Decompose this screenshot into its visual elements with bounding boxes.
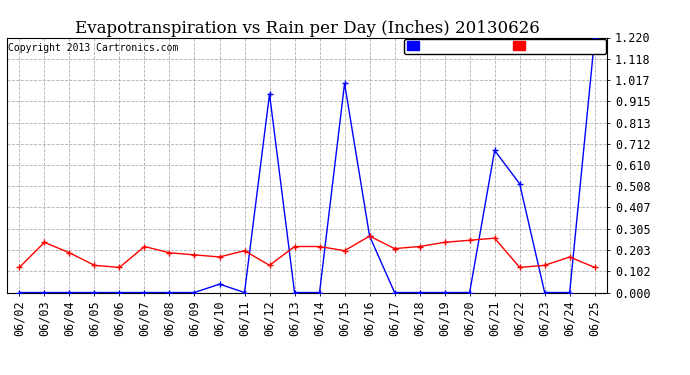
Text: Copyright 2013 Cartronics.com: Copyright 2013 Cartronics.com [8,43,179,52]
Title: Evapotranspiration vs Rain per Day (Inches) 20130626: Evapotranspiration vs Rain per Day (Inch… [75,20,540,38]
Legend: Rain  (Inches), ET  (Inches): Rain (Inches), ET (Inches) [404,39,606,54]
